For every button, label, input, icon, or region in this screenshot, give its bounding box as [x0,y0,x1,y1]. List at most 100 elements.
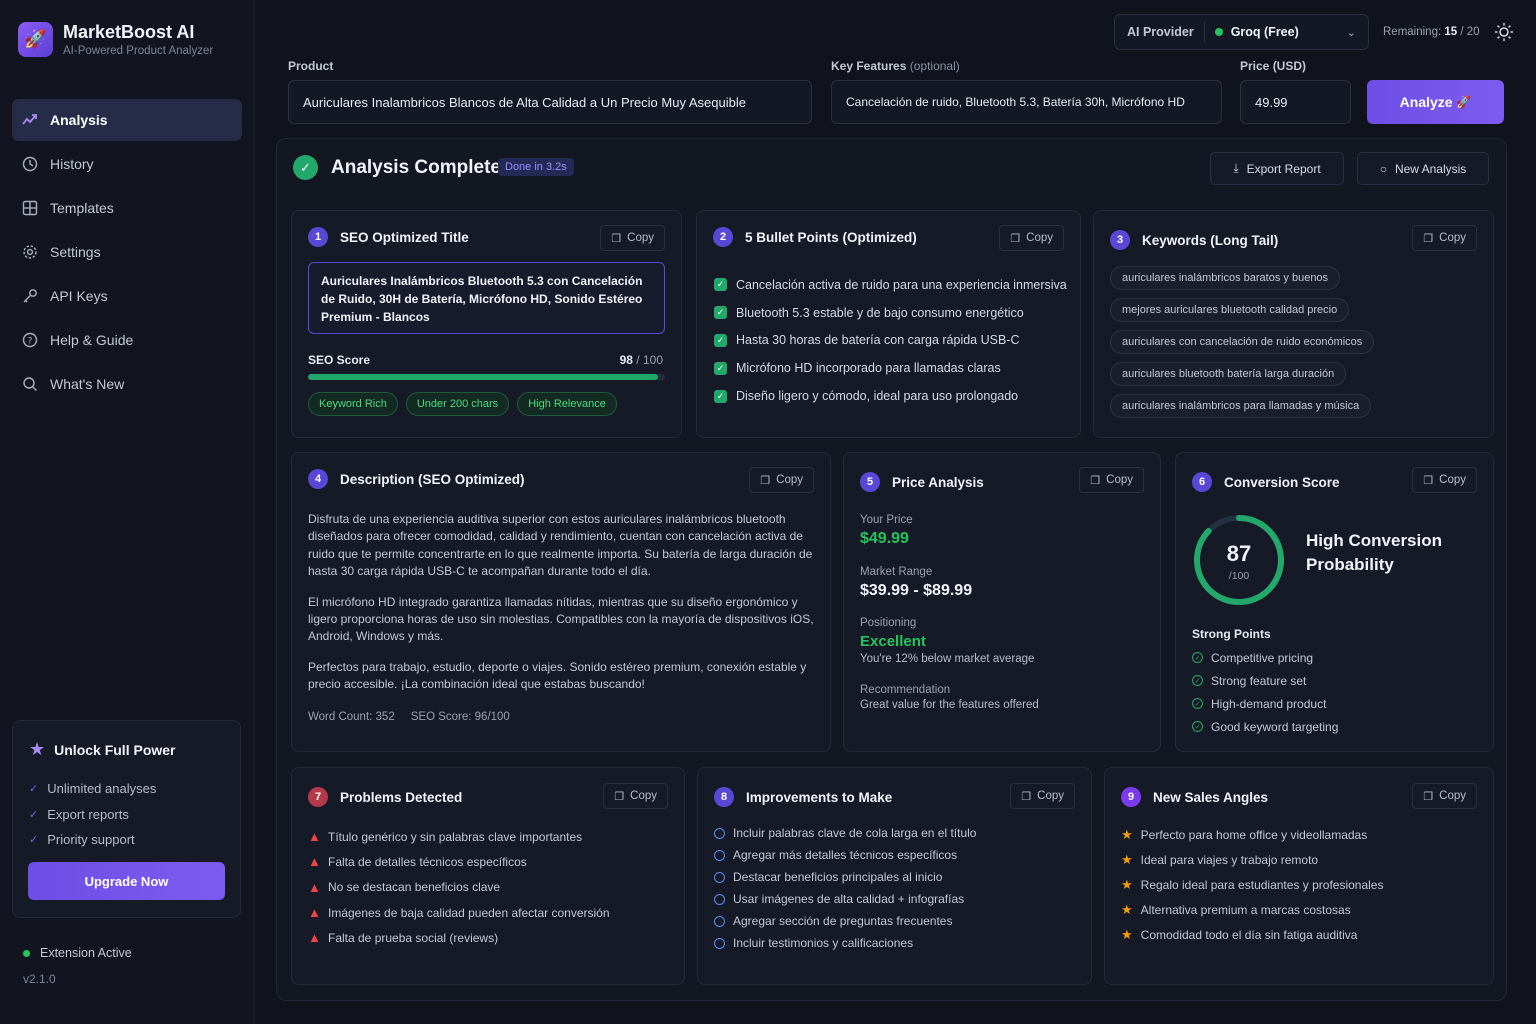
circle-icon [714,937,725,949]
star-icon: ★ [1121,876,1133,892]
your-price-label: Your Price [860,514,913,526]
copy-icon: ❐ [1423,232,1434,245]
sun-icon[interactable] [1494,22,1514,42]
positioning-value: Excellent [860,633,926,650]
check-icon: ✓ [29,783,39,796]
card-title: Conversion Score [1224,474,1340,490]
sidebar-item-whats-new[interactable]: What's New [12,363,242,405]
positioning-label: Positioning [860,617,917,629]
list-item: ▲ Falta de detalles técnicos específicos [308,854,527,870]
list-item: ▲ Falta de prueba social (reviews) [308,930,499,946]
price-input[interactable] [1240,80,1351,124]
keyword-chip[interactable]: auriculares inalámbricos baratos y bueno… [1110,266,1341,290]
clock-icon [21,155,39,173]
step-number: 2 [713,227,733,247]
provider-value: Groq (Free) [1230,25,1299,39]
your-price-value: $49.99 [860,530,909,547]
sidebar-item-help[interactable]: ? Help & Guide [12,319,242,361]
seo-score-label: SEO Score [308,353,371,367]
page-title: Analysis Complete [331,157,501,178]
copy-icon: ❐ [760,474,771,487]
list-item: ▲ Título genérico y sin palabras clave im… [308,829,583,845]
new-analysis-button[interactable]: ○ New Analysis [1357,152,1489,185]
list-item: Incluir testimonios y calificaciones [714,932,976,954]
list-item: Agregar sección de preguntas frecuentes [714,910,976,932]
gear-icon [21,243,39,261]
product-label: Product [288,59,334,73]
sidebar-item-api-keys[interactable]: API Keys [12,275,242,317]
copy-icon: ❐ [1021,790,1032,803]
checkbox-icon[interactable]: ✓ [714,278,727,292]
chevron-down-icon: ⌄ [1346,26,1356,39]
rocket-icon: 🚀 [1456,95,1472,109]
market-range-label: Market Range [860,566,933,578]
checkbox-icon[interactable]: ✓ [714,361,727,375]
sidebar-nav: Analysis History Templates Settings API … [12,99,242,407]
download-icon: ⤓ [1233,161,1239,175]
checkbox-icon[interactable]: ✓ [714,389,727,403]
copy-button[interactable]: ❐ Copy [1010,783,1075,809]
list-item: ✓ Bluetooth 5.3 estable y de bajo consumo… [714,299,1067,327]
copy-button[interactable]: ❐ Copy [600,225,665,251]
keyword-chip[interactable]: auriculares inalámbricos para llamadas y… [1110,394,1372,418]
list-item: ✓ Competitive pricing [1192,646,1338,669]
analyze-button[interactable]: Analyze 🚀 [1367,80,1504,124]
warning-icon: ▲ [308,905,321,921]
sidebar-item-settings[interactable]: Settings [12,231,242,273]
svg-text:?: ? [28,337,33,347]
export-report-button[interactable]: ⤓ Export Report [1210,152,1344,185]
warning-icon: ▲ [308,854,321,870]
keyword-chip[interactable]: auriculares bluetooth batería larga dura… [1110,362,1347,386]
sidebar-item-analysis[interactable]: Analysis [12,99,242,141]
check-circle-icon: ✓ [1192,721,1203,732]
upgrade-button[interactable]: Upgrade Now [28,862,225,900]
conversion-score-card: 6 Conversion Score ❐ Copy 87 /100 High Con… [1175,452,1494,752]
list-item: ✓ High-demand product [1192,692,1338,715]
conversion-ring [1194,515,1284,605]
sidebar-item-label: Help & Guide [50,332,134,348]
brand-name: MarketBoost AI [63,22,195,42]
features-label: Key Features (optional) [831,59,960,73]
features-input[interactable] [831,80,1222,124]
copy-button[interactable]: ❐ Copy [999,225,1064,251]
bullet-points-card: 2 5 Bullet Points (Optimized) ❐ Copy ✓ Canc… [696,210,1081,438]
ai-provider-select[interactable]: AI Provider Groq (Free) ⌄ [1114,14,1369,50]
tag-badge: Under 200 chars [405,392,510,416]
checkbox-icon[interactable]: ✓ [714,333,727,347]
copy-button[interactable]: ❐ Copy [1412,783,1477,809]
sidebar-item-history[interactable]: History [12,143,242,185]
keyword-chip[interactable]: auriculares con cancelación de ruido eco… [1110,330,1375,354]
copy-icon: ❐ [1423,474,1434,487]
card-title: Price Analysis [892,474,984,490]
product-input[interactable] [288,80,812,124]
copy-button[interactable]: ❐ Copy [749,467,814,493]
list-item: ✓ Diseño ligero y cómodo, ideal para uso … [714,382,1067,410]
copy-button[interactable]: ❐ Copy [1079,467,1144,493]
seo-title-text[interactable]: Auriculares Inalámbricos Bluetooth 5.3 c… [308,262,665,334]
copy-button[interactable]: ❐ Copy [603,783,668,809]
sidebar-item-label: Templates [50,200,114,216]
copy-button[interactable]: ❐ Copy [1412,467,1477,493]
sidebar-item-label: API Keys [50,288,108,304]
refresh-icon: ○ [1379,161,1387,176]
circle-icon [714,893,725,905]
brand[interactable]: 🚀 MarketBoost AI AI-Powered Product Anal… [18,22,213,57]
extension-status: Extension Active [23,946,132,960]
description-meta: Word Count: 352 SEO Score: 96/100 [308,711,510,723]
unlock-feature: ✓ Export reports [29,806,129,822]
description-text[interactable]: Disfruta de una experiencia auditiva sup… [308,512,814,692]
checkbox-icon[interactable]: ✓ [714,306,727,320]
copy-button[interactable]: ❐ Copy [1412,225,1477,251]
recommendation-label: Recommendation [860,684,951,696]
step-number: 5 [860,472,880,492]
rocket-icon: 🚀 [18,22,53,57]
conversion-ring-arc [1194,515,1284,605]
card-title: Description (SEO Optimized) [340,471,525,487]
unlock-feature: ✓ Unlimited analyses [29,781,157,797]
step-number: 6 [1192,472,1212,492]
sidebar-item-templates[interactable]: Templates [12,187,242,229]
list-item: Agregar más detalles técnicos específico… [714,844,976,866]
step-number: 8 [714,787,734,807]
list-item: ★ Comodidad todo el día sin fatiga auditi… [1121,926,1358,942]
keyword-chip[interactable]: mejores auriculares bluetooth calidad pr… [1110,298,1350,322]
